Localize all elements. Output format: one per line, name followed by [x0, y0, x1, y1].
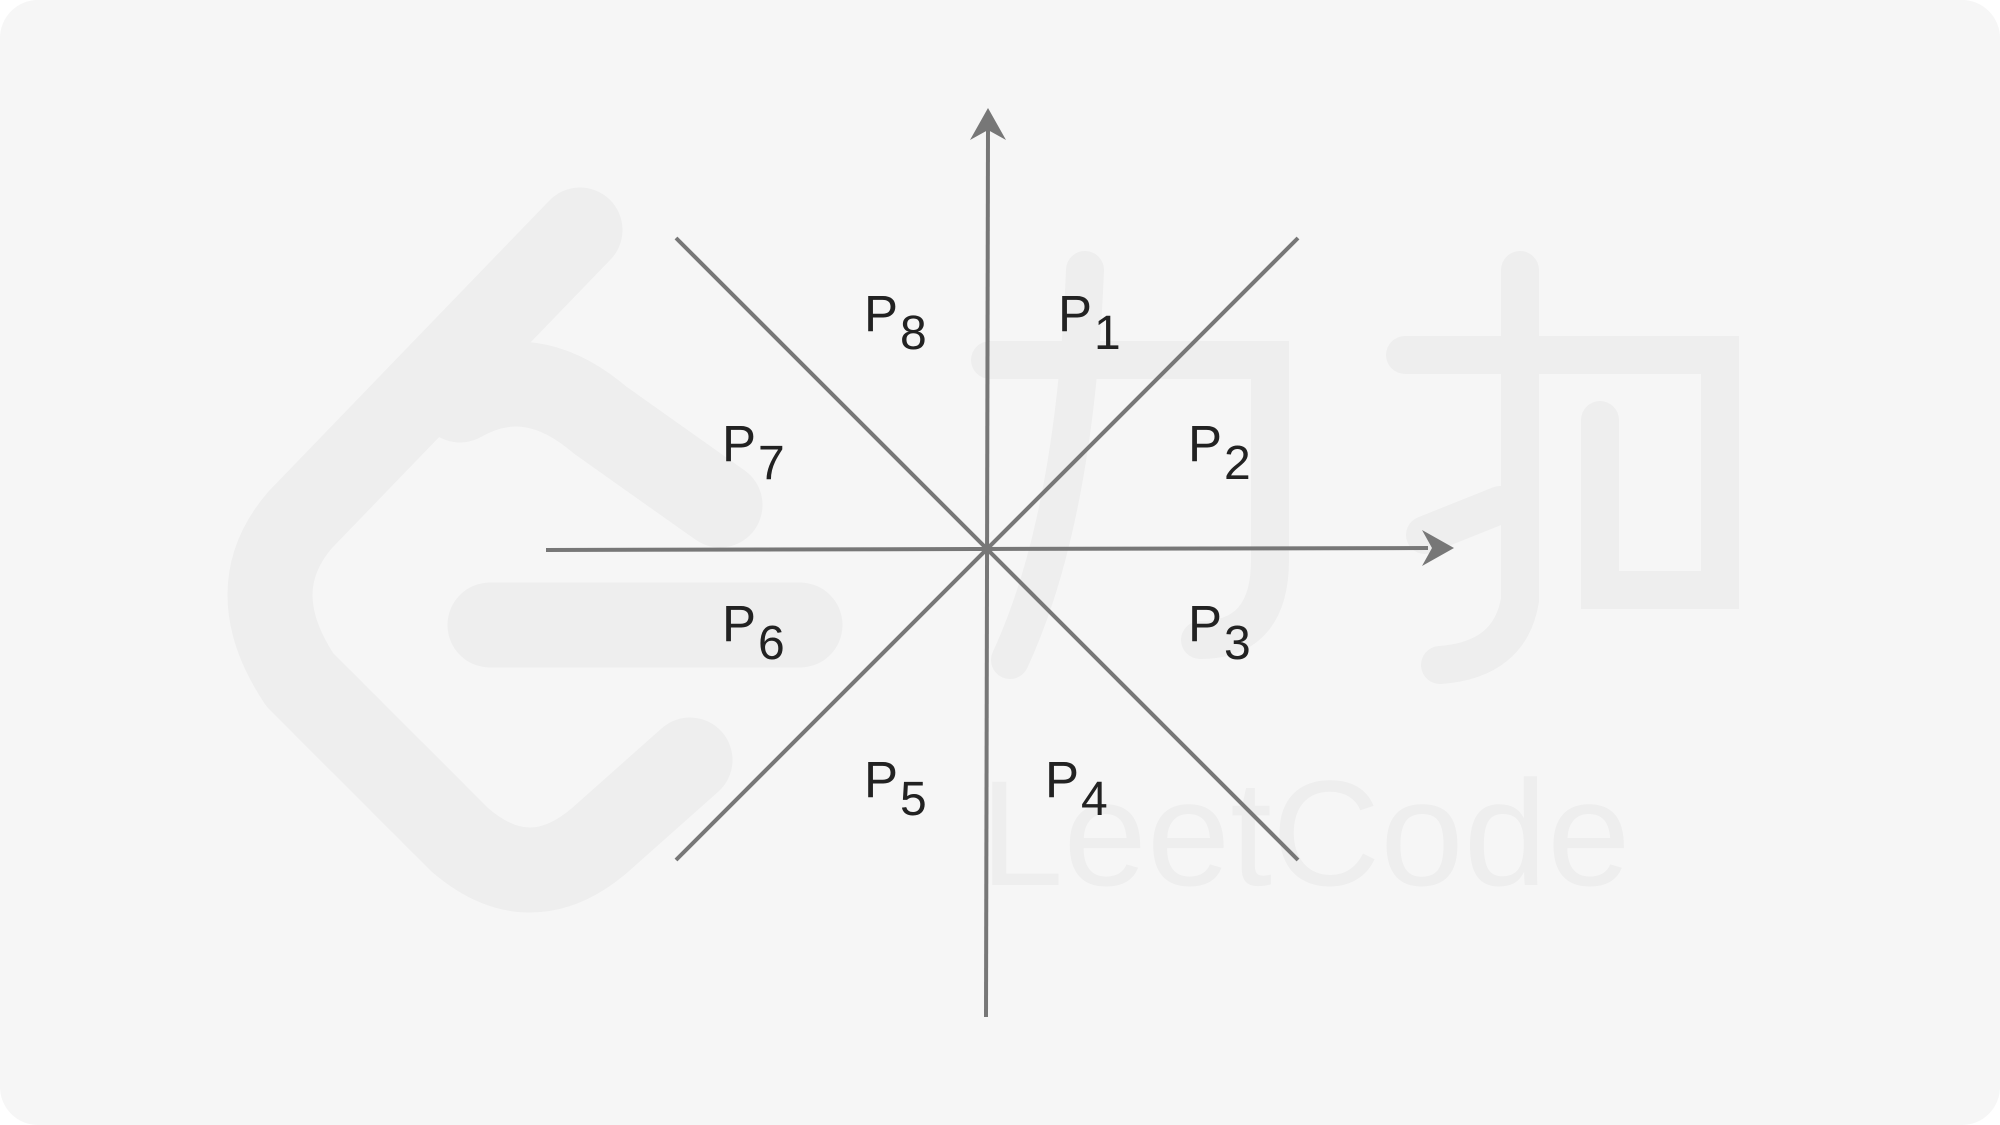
- axes: [545, 127, 1429, 1018]
- octant-label-p3: P3: [1188, 598, 1251, 668]
- octant-letter: P: [864, 751, 899, 808]
- octant-label-p5: P5: [864, 754, 927, 824]
- diagonal-line-nw-se: [674, 236, 1300, 862]
- octant-label-p2: P2: [1188, 418, 1251, 488]
- octant-letter: P: [1188, 595, 1223, 652]
- octant-index: 4: [1081, 773, 1108, 826]
- octant-index: 1: [1094, 307, 1121, 360]
- octant-index: 8: [900, 307, 927, 360]
- octant-label-p1: P1: [1058, 288, 1121, 358]
- octant-index: 5: [900, 773, 927, 826]
- watermark-logo-icon: [227, 187, 733, 913]
- watermark-logo-inner: [417, 341, 763, 548]
- octant-letter: P: [722, 595, 757, 652]
- watermark-brand-text: LeetCode: [980, 749, 1631, 917]
- watermark-chinese: [971, 251, 1739, 684]
- octant-letter: P: [1188, 415, 1223, 472]
- y-axis: [984, 127, 990, 1018]
- y-axis-arrowhead: [970, 108, 1006, 140]
- octant-letter: P: [722, 415, 757, 472]
- leetcode-watermark: [227, 187, 843, 913]
- octant-index: 2: [1224, 437, 1251, 490]
- octant-label-p6: P6: [722, 598, 785, 668]
- octant-index: 6: [758, 617, 785, 670]
- x-axis-arrowhead: [1422, 530, 1454, 566]
- octant-letter: P: [864, 285, 899, 342]
- octant-index: 3: [1224, 617, 1251, 670]
- octant-letter: P: [1045, 751, 1080, 808]
- octant-letter: P: [1058, 285, 1093, 342]
- octant-index: 7: [758, 437, 785, 490]
- octant-label-p8: P8: [864, 288, 927, 358]
- octant-label-p7: P7: [722, 418, 785, 488]
- octant-label-p4: P4: [1045, 754, 1108, 824]
